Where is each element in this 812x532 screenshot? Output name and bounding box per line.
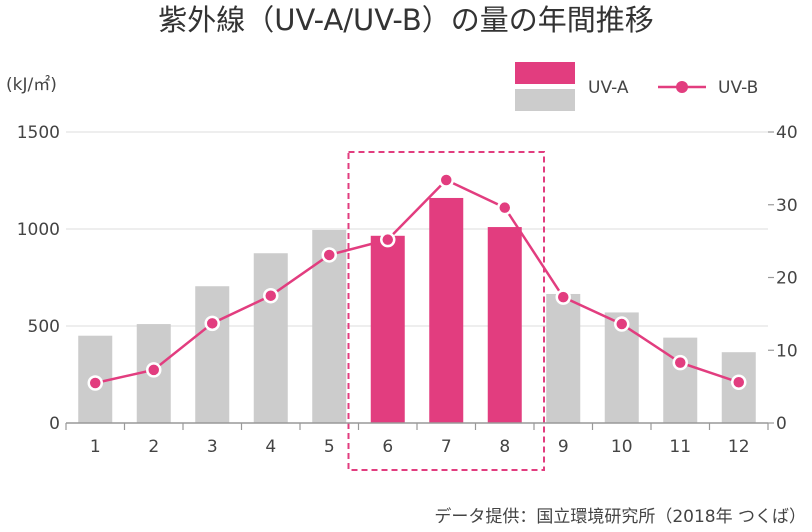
- legend-swatch-uvb-marker: [676, 81, 688, 93]
- x-tick-label-10: 10: [611, 437, 633, 457]
- y-right-tick-label: 10: [776, 341, 798, 361]
- uvb-point-8: [497, 199, 513, 216]
- uvb-point-12: [731, 374, 747, 391]
- uvb-point-4: [263, 287, 279, 304]
- gridlines: [66, 131, 768, 327]
- uvb-point-1: [87, 375, 103, 391]
- y-right-tick-label: 20: [776, 269, 798, 289]
- y-right-tick-label: 0: [776, 414, 787, 434]
- bar-uva-9: [546, 293, 581, 423]
- legend-swatch-uva-highlight: [515, 62, 575, 84]
- x-tick-label-6: 6: [382, 437, 393, 457]
- uvb-line: [87, 172, 747, 391]
- uvb-point-9: [555, 289, 571, 305]
- legend-swatch-uva-default: [515, 89, 575, 111]
- legend-label-uvb: UV-B: [718, 78, 758, 98]
- bar-uva-6: [370, 235, 405, 423]
- uvb-point-2: [146, 362, 162, 378]
- y-left-tick-label: 500: [28, 317, 60, 337]
- bar-uva-4: [253, 253, 288, 423]
- x-tick-label-1: 1: [90, 437, 101, 457]
- y-left-tick-label: 0: [49, 414, 60, 434]
- uvb-point-11: [672, 354, 688, 371]
- legend-label-uva: UV-A: [588, 78, 629, 98]
- highlight-box: [347, 151, 545, 471]
- x-tick-label-5: 5: [324, 437, 335, 457]
- bar-uva-7: [429, 197, 464, 423]
- y-right-tick-label: 40: [776, 123, 798, 143]
- source-credit: データ提供：国立環境研究所（2018年 つくば）: [434, 506, 806, 527]
- y-left-tick-label: 1500: [17, 123, 60, 143]
- x-tick-label-3: 3: [207, 437, 218, 457]
- bar-uva-3: [195, 286, 230, 423]
- x-tick-label-2: 2: [148, 437, 159, 457]
- bar-uva-8: [487, 227, 522, 423]
- x-tick-label-8: 8: [499, 437, 510, 457]
- uvb-point-10: [614, 316, 630, 332]
- highlight-region: [347, 151, 545, 471]
- uvb-point-3: [204, 315, 220, 332]
- x-tick-label-4: 4: [265, 437, 276, 457]
- x-tick-label-11: 11: [669, 437, 691, 457]
- uvb-polyline: [94, 178, 740, 385]
- legend: UV-A UV-B: [515, 62, 758, 111]
- x-tick-label-12: 12: [728, 437, 750, 457]
- chart-title: 紫外線（UV-A/UV-B）の量の年間推移: [158, 3, 654, 37]
- uvb-point-6: [380, 231, 396, 248]
- x-tick-label-9: 9: [558, 437, 569, 457]
- y-left-tick-label: 1000: [17, 220, 60, 240]
- bar-uva-11: [663, 337, 698, 423]
- uvb-point-5: [321, 247, 337, 263]
- uvb-point-7: [438, 172, 454, 188]
- bars: [78, 197, 756, 423]
- y-right-tick-label: 30: [776, 196, 798, 216]
- y-axis-unit: (kJ/㎡): [6, 75, 57, 95]
- x-tick-label-7: 7: [441, 437, 452, 457]
